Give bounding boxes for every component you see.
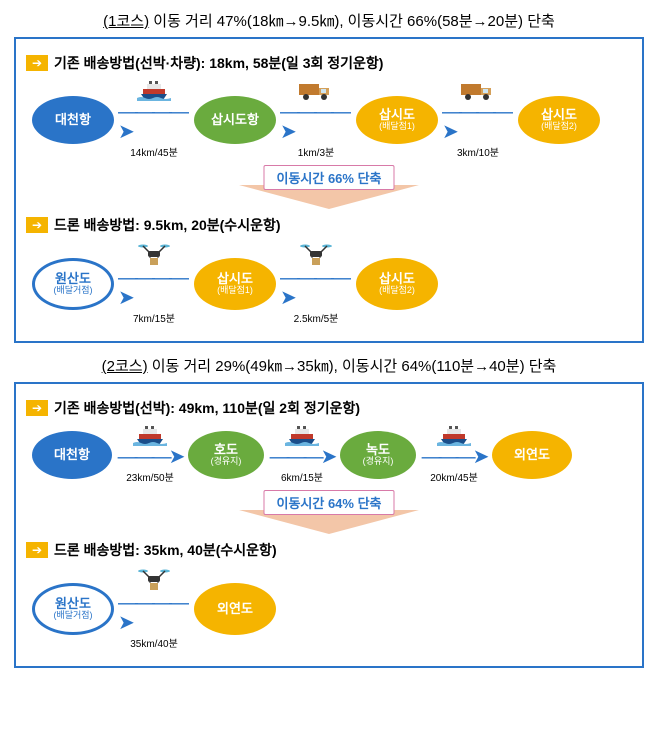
route-segment: ————➤ 3km/10분 — [442, 81, 514, 159]
course1-methodA-heading-text: 기존 배송방법(선박·차량): 18km, 58분(일 3회 정기운항) — [54, 53, 383, 73]
node-sub: (경유지) — [211, 457, 242, 467]
drone-icon — [299, 243, 333, 270]
route-segment: ————➤ 2.5km/5분 — [280, 243, 352, 325]
arrow-line-icon: ————➤ — [118, 593, 190, 633]
course2-panel: ➔ 기존 배송방법(선박): 49km, 110분(일 2회 정기운항) 대천항… — [14, 382, 644, 668]
course1-methodA-heading: ➔ 기존 배송방법(선박·차량): 18km, 58분(일 3회 정기운항) — [26, 53, 632, 73]
course2-methodA-heading-text: 기존 배송방법(선박): 49km, 110분(일 2회 정기운항) — [54, 398, 360, 418]
route-node: 대천항 — [32, 96, 114, 144]
course1-big-arrow: 이동시간 66% 단축 — [26, 165, 632, 209]
node-label: 외연도 — [217, 602, 253, 616]
segment-distance: 3km/10분 — [457, 144, 499, 159]
segment-distance: 23km/50분 — [126, 469, 174, 484]
course1-methodB-heading-text: 드론 배송방법: 9.5km, 20분(수시운항) — [54, 215, 281, 235]
route-node: 대천항 — [32, 431, 112, 479]
course2-methodB-heading-text: 드론 배송방법: 35km, 40분(수시운항) — [54, 540, 277, 560]
course2-title-mid: 이동 거리 29%(49㎞→35㎞), 이동시간 64%(110분→40분) — [152, 358, 525, 375]
course1-title: (1코스) 이동 거리 47%(18㎞→9.5㎞), 이동시간 66%(58분→… — [14, 10, 644, 31]
drone-icon — [137, 243, 171, 270]
arrow-line-icon: ————➤ — [118, 268, 190, 308]
arrow-line-icon: ———➤ — [270, 447, 335, 467]
segment-distance: 14km/45분 — [130, 144, 178, 159]
segment-distance: 20km/45분 — [430, 469, 478, 484]
route-segment: ————➤ 14km/45분 — [118, 81, 190, 159]
route-node: 원산도(배달거점) — [32, 583, 114, 635]
drone-icon — [137, 568, 171, 595]
node-sub: (배달거점) — [53, 611, 92, 621]
node-label: 외연도 — [514, 448, 550, 462]
course1-methodA-row: 대천항 ————➤ 14km/45분 삽시도항 ————➤ 1km/3분 삽시도(배달점1)… — [32, 81, 632, 159]
route-node: 원산도(배달거점) — [32, 258, 114, 310]
route-node: 삽시도(배달점1) — [356, 96, 438, 144]
arrow-line-icon: ———➤ — [422, 447, 487, 467]
segment-distance: 35km/40분 — [130, 635, 178, 650]
node-sub: (배달점2) — [541, 122, 577, 132]
course2-badge: 이동시간 64% 단축 — [263, 490, 394, 515]
arrow-icon: ➔ — [26, 217, 48, 233]
course2-methodA-row: 대천항———➤23km/50분호도(경유지)———➤6km/15분녹도(경유지)… — [32, 426, 632, 484]
route-segment: ———➤ 23km/50분 — [116, 426, 184, 484]
node-sub: (배달점1) — [379, 122, 415, 132]
segment-distance: 6km/15분 — [281, 469, 323, 484]
course2-big-arrow: 이동시간 64% 단축 — [26, 490, 632, 534]
node-sub: (배달거점) — [53, 286, 92, 296]
route-node: 삽시도(배달점1) — [194, 258, 276, 310]
node-label: 삽시도항 — [211, 113, 259, 127]
course1-panel: ➔ 기존 배송방법(선박·차량): 18km, 58분(일 3회 정기운항) 대… — [14, 37, 644, 343]
route-node: 호도(경유지) — [188, 431, 264, 479]
arrow-icon: ➔ — [26, 542, 48, 558]
arrow-line-icon: ————➤ — [118, 102, 190, 142]
node-sub: (배달점1) — [217, 286, 253, 296]
route-segment: ————➤ 7km/15분 — [118, 243, 190, 325]
route-node: 외연도 — [194, 583, 276, 635]
route-node: 녹도(경유지) — [340, 431, 416, 479]
course2-title: (2코스) 이동 거리 29%(49㎞→35㎞), 이동시간 64%(110분→… — [14, 355, 644, 376]
course1-title-suffix: 단축 — [527, 13, 555, 30]
node-sub: (배달점2) — [379, 286, 415, 296]
course1-title-mid: 이동 거리 47%(18㎞→9.5㎞), 이동시간 66%(58분→20분) — [153, 13, 523, 30]
route-node: 삽시도(배달점2) — [356, 258, 438, 310]
node-label: 대천항 — [54, 448, 90, 462]
arrow-line-icon: ————➤ — [280, 102, 352, 142]
course2-title-prefix: (2코스) — [102, 358, 148, 375]
arrow-icon: ➔ — [26, 400, 48, 416]
route-node: 삽시도(배달점2) — [518, 96, 600, 144]
arrow-icon: ➔ — [26, 55, 48, 71]
course1-methodB-heading: ➔ 드론 배송방법: 9.5km, 20분(수시운항) — [26, 215, 632, 235]
segment-distance: 1km/3분 — [298, 144, 334, 159]
segment-distance: 7km/15분 — [133, 310, 175, 325]
route-segment: ———➤ 20km/45분 — [420, 426, 488, 484]
route-segment: ———➤ 6km/15분 — [268, 426, 336, 484]
arrow-line-icon: ———➤ — [118, 447, 183, 467]
segment-distance: 2.5km/5분 — [294, 310, 339, 325]
route-node: 외연도 — [492, 431, 572, 479]
course2-title-suffix: 단축 — [529, 358, 557, 375]
node-label: 대천항 — [55, 113, 91, 127]
course2-methodB-heading: ➔ 드론 배송방법: 35km, 40분(수시운항) — [26, 540, 632, 560]
node-sub: (경유지) — [363, 457, 394, 467]
route-segment: ————➤ 35km/40분 — [118, 568, 190, 650]
course1-title-prefix: (1코스) — [103, 13, 149, 30]
course1-methodB-row: 원산도(배달거점)————➤7km/15분삽시도(배달점1)————➤2.5km… — [32, 243, 632, 325]
arrow-line-icon: ————➤ — [442, 102, 514, 142]
route-node: 삽시도항 — [194, 96, 276, 144]
course2-methodA-heading: ➔ 기존 배송방법(선박): 49km, 110분(일 2회 정기운항) — [26, 398, 632, 418]
course2-methodB-row: 원산도(배달거점)————➤ 35km/40분 외연도 — [32, 568, 632, 650]
arrow-line-icon: ————➤ — [280, 268, 352, 308]
course1-badge: 이동시간 66% 단축 — [263, 165, 394, 190]
route-segment: ————➤ 1km/3분 — [280, 81, 352, 159]
